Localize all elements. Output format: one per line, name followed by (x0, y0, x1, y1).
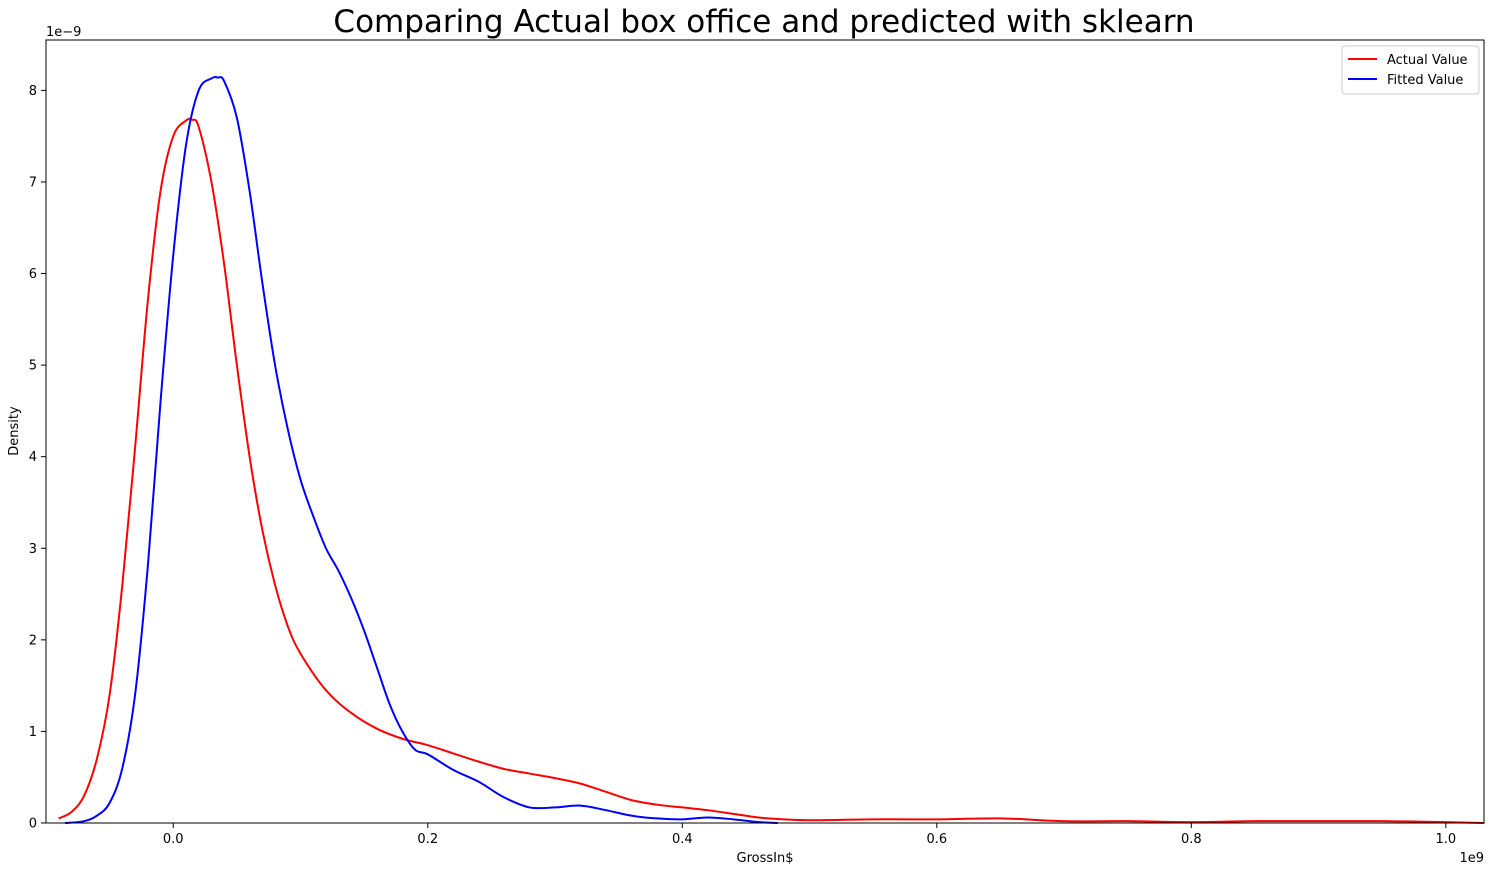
x-axis-label: GrossIn$ (737, 851, 794, 866)
legend: Actual Value Fitted Value (1341, 45, 1480, 95)
legend-label-actual: Actual Value (1387, 53, 1468, 68)
plot-frame (45, 39, 1485, 824)
y-tick-label: 3 (29, 542, 37, 557)
x-axis-ticks: 0.0 0.2 0.4 0.6 0.8 1.0 (163, 823, 1456, 847)
x-tick-label: 0.6 (926, 832, 947, 847)
legend-label-fitted: Fitted Value (1387, 73, 1463, 88)
x-tick-label: 0.8 (1181, 832, 1202, 847)
x-tick-label: 0.4 (672, 832, 693, 847)
x-tick-label: 1.0 (1435, 832, 1456, 847)
y-tick-label: 1 (29, 725, 37, 740)
y-offset-label: 1e−9 (46, 25, 81, 40)
x-tick-label: 0.2 (417, 832, 438, 847)
y-tick-label: 7 (29, 175, 37, 190)
plot-area (46, 40, 1484, 823)
y-tick-label: 2 (29, 633, 37, 648)
y-tick-label: 5 (29, 359, 37, 374)
x-tick-label: 0.0 (163, 832, 184, 847)
y-axis-label: Density (7, 406, 22, 456)
y-tick-label: 8 (29, 84, 37, 99)
y-tick-label: 4 (29, 450, 37, 465)
y-tick-label: 6 (29, 267, 37, 282)
series-line-fitted-value (64, 76, 778, 824)
y-tick-label: 0 (29, 817, 37, 832)
y-axis-ticks: 0 1 2 3 4 5 6 7 8 (29, 84, 46, 832)
series-layer (58, 76, 1485, 824)
x-offset-label: 1e9 (1459, 851, 1484, 866)
chart-title: Comparing Actual box office and predicte… (333, 4, 1194, 40)
